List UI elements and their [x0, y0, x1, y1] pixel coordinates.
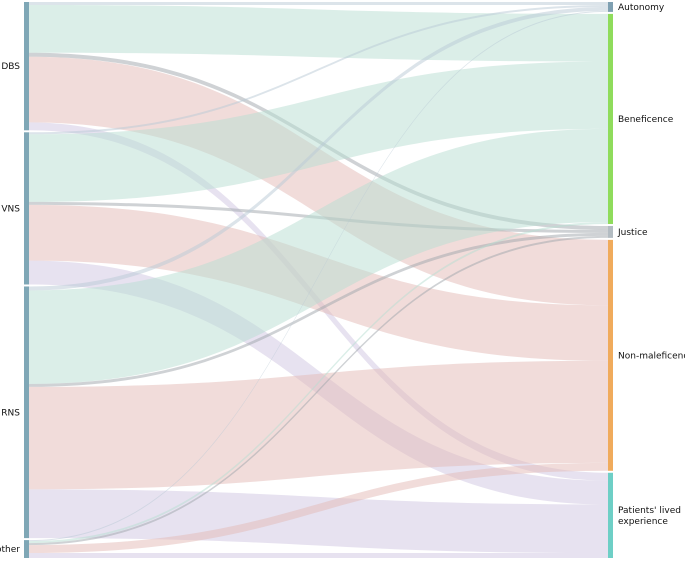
target-node-lived: [608, 472, 613, 558]
target-label-lived-line-2: experience: [618, 517, 668, 527]
source-node-dbs: [24, 2, 29, 131]
source-label-vns: VNS: [1, 204, 20, 214]
target-node-beneficence: [608, 13, 613, 224]
link-rns-to-nonmaleficence: [29, 360, 608, 490]
target-label-beneficence: Beneficence: [618, 115, 674, 125]
link-rns-to-beneficence: [29, 128, 608, 384]
link-other-to-lived: [29, 553, 608, 558]
target-label-justice: Justice: [617, 228, 648, 238]
link-vns-to-beneficence: [29, 61, 608, 202]
target-label-lived-line-1: Patients' lived: [618, 506, 681, 516]
nodes-layer: [24, 2, 613, 558]
link-other-to-beneficence: [29, 222, 608, 544]
target-label-autonomy: Autonomy: [618, 3, 665, 13]
source-node-rns: [24, 286, 29, 539]
target-label-justice-line-1: Justice: [617, 228, 648, 238]
source-node-other: [24, 540, 29, 558]
link-vns-to-autonomy: [29, 4, 608, 135]
labels-layer: DBS VNS RNS other Autonomy Beneficence Justice…: [0, 3, 685, 555]
target-node-justice: [608, 225, 613, 238]
source-label-dbs: DBS: [1, 62, 20, 72]
target-label-nonmaleficence-line-1: Non-maleficence: [618, 351, 685, 361]
target-label-autonomy-line-1: Autonomy: [618, 3, 665, 13]
link-other-to-nonmaleficence: [29, 462, 608, 554]
links-layer: [29, 2, 608, 558]
target-label-beneficence-line-1: Beneficence: [618, 115, 674, 125]
target-node-nonmaleficence: [608, 239, 613, 471]
target-node-autonomy: [608, 2, 613, 12]
source-label-other: other: [0, 545, 20, 555]
source-node-vns: [24, 132, 29, 285]
link-dbs-to-autonomy: [29, 2, 608, 5]
link-rns-to-autonomy: [29, 6, 608, 291]
link-other-to-autonomy: [29, 10, 608, 542]
link-other-to-justice: [29, 235, 608, 546]
target-label-nonmaleficence: Non-maleficence: [618, 351, 685, 361]
source-label-rns: RNS: [1, 408, 20, 418]
link-rns-to-justice: [29, 232, 608, 387]
link-dbs-to-beneficence: [29, 4, 608, 62]
target-label-lived: Patients' lived experience: [618, 506, 681, 527]
